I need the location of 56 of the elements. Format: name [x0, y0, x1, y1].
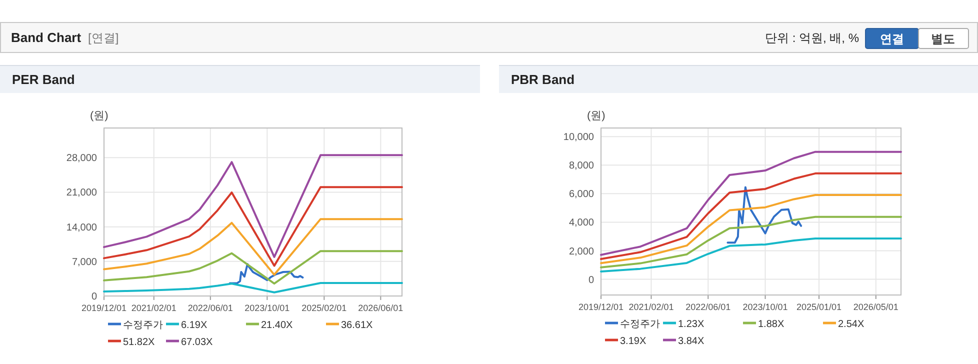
- y-tick-label: 0: [588, 274, 594, 286]
- y-axis-title: (원): [90, 110, 108, 122]
- legend-label: 1.23X: [678, 319, 704, 330]
- text: [연결]: [88, 31, 119, 45]
- line-series: [103, 250, 403, 285]
- y-tick-label: 10,000: [563, 132, 594, 144]
- x-tick-label: 2026/06/01: [358, 303, 404, 313]
- legend-label: 21.40X: [261, 320, 294, 331]
- text: 단위 : 억원, 배, %: [764, 31, 860, 45]
- y-tick-label: 6,000: [568, 189, 594, 200]
- legend-label: 51.82X: [123, 337, 156, 348]
- legend-label: 3.84X: [678, 336, 704, 347]
- legend-label: 2.54X: [838, 319, 864, 330]
- y-tick-label: 0: [91, 292, 98, 302]
- x-tick-label: 2023/10/01: [742, 302, 788, 312]
- x-tick-label: 2026/05/01: [853, 302, 898, 312]
- legend-label: 1.88X: [758, 319, 784, 330]
- line-series: [103, 186, 403, 267]
- line-series: [600, 237, 902, 272]
- y-tick-label: 28,000: [66, 153, 98, 164]
- legend-label: 수정주가: [620, 319, 660, 330]
- x-tick-label: 2019/12/01: [578, 302, 624, 312]
- line-series: [103, 282, 403, 294]
- y-tick-label: 4,000: [568, 218, 594, 229]
- legend-label: 수정주가: [123, 320, 163, 331]
- x-tick-label: 2025/02/01: [302, 303, 347, 313]
- y-tick-label: 2,000: [568, 246, 594, 258]
- x-tick-label: 2021/02/01: [131, 303, 176, 313]
- y-tick-label: 8,000: [568, 160, 594, 172]
- line-series: [103, 154, 403, 258]
- line-series: [726, 186, 802, 244]
- text: 별도: [931, 32, 955, 46]
- x-tick-label: 2023/10/01: [244, 303, 290, 313]
- y-tick-label: 7,000: [72, 256, 98, 268]
- x-tick-label: 2019/12/01: [81, 303, 127, 313]
- text: 연결: [880, 32, 904, 46]
- line-series: [103, 218, 403, 276]
- line-series: [600, 172, 902, 260]
- x-tick-label: 2022/06/01: [686, 302, 731, 312]
- x-tick-label: 2021/02/01: [628, 302, 674, 312]
- y-tick-label: 14,000: [66, 222, 98, 234]
- chart-title: PER Band: [12, 72, 75, 87]
- legend-label: 36.61X: [341, 320, 374, 331]
- line-series: [600, 194, 902, 264]
- chart-title: PBR Band: [511, 72, 575, 87]
- line-series: [600, 216, 902, 268]
- legend-label: 67.03X: [181, 337, 214, 348]
- x-tick-label: 2025/01/01: [796, 302, 842, 312]
- line-series: [228, 263, 304, 284]
- legend-label: 3.19X: [620, 336, 646, 347]
- legend-label: 6.19X: [181, 320, 208, 331]
- x-tick-label: 2022/06/01: [188, 303, 233, 313]
- y-axis-title: (원): [587, 110, 606, 122]
- text: Band Chart: [11, 30, 82, 45]
- line-series: [600, 150, 902, 256]
- y-tick-label: 21,000: [66, 188, 98, 199]
